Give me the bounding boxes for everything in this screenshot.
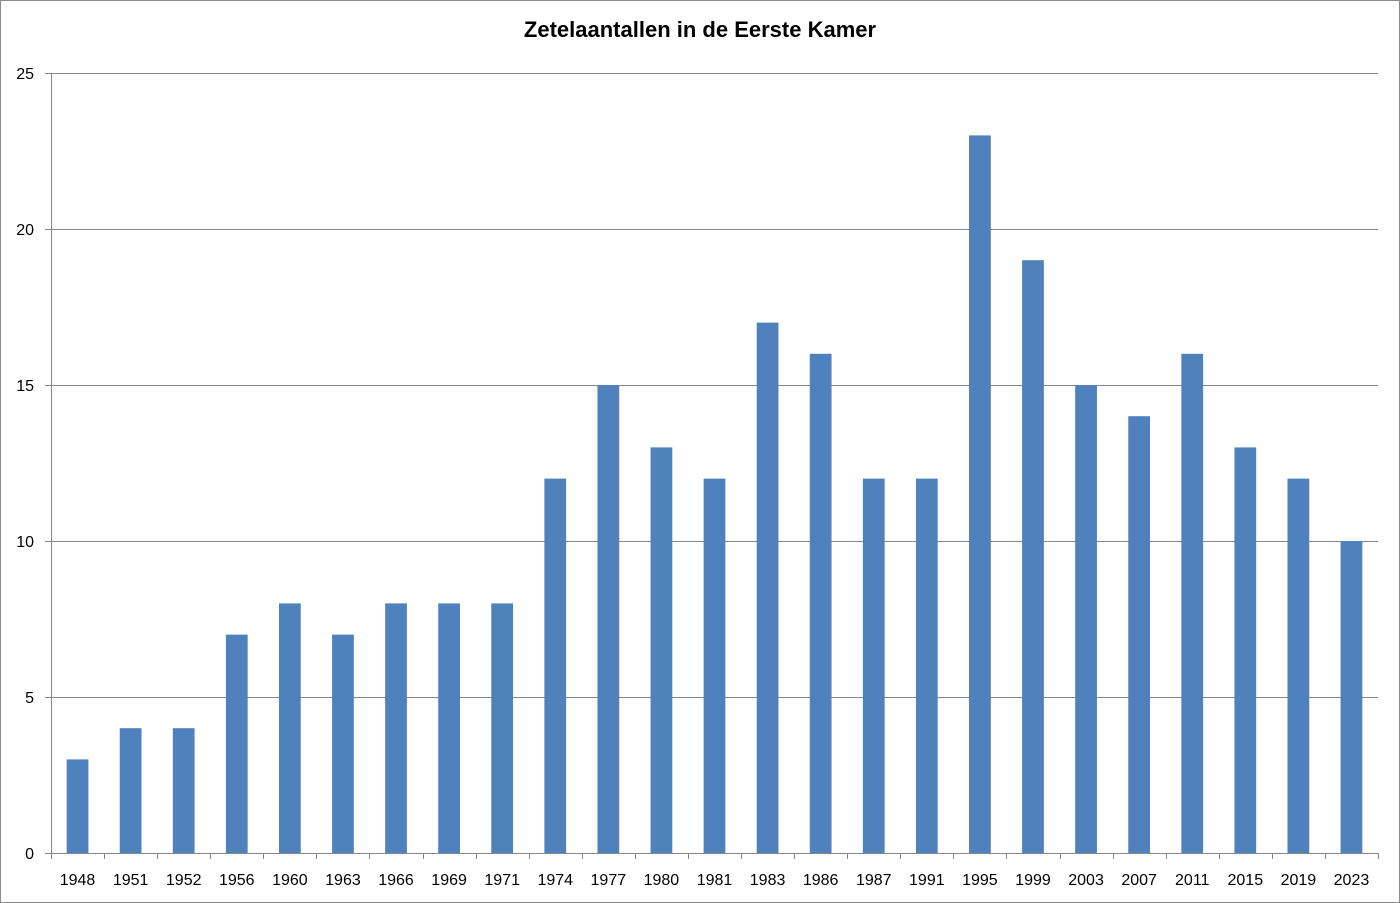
x-tick-label: 1986: [803, 872, 839, 889]
bar: [544, 478, 567, 853]
x-tick-label: 1987: [856, 872, 892, 889]
x-tick-label: 1971: [484, 872, 520, 889]
y-tick-label: 0: [25, 846, 34, 863]
x-tick-label: 1983: [750, 872, 786, 889]
bar: [225, 634, 248, 853]
axes: [45, 73, 1379, 859]
bar: [756, 322, 779, 854]
bar: [1128, 416, 1151, 853]
x-tick-labels: 1948 1951 1952 1956 1960 1963 1966 1969 1971 1974…: [60, 872, 1370, 889]
x-tick-label: 2019: [1281, 872, 1317, 889]
bar: [1022, 260, 1044, 853]
x-tick-label: 1977: [591, 872, 627, 889]
bar: [332, 634, 354, 853]
bar: [1287, 478, 1310, 853]
x-tick-label: 1969: [431, 872, 467, 889]
bar: [650, 447, 673, 853]
bar: [438, 603, 460, 853]
chart-title: Zetelaantallen in de Eerste Kamer: [523, 17, 877, 42]
x-tick-label: 1981: [697, 872, 733, 889]
bar: [119, 728, 142, 853]
y-tick-labels: 0 5 10 15 20 25: [16, 66, 34, 863]
x-tick-label: 1995: [962, 872, 998, 889]
x-tick-label: 1991: [909, 872, 945, 889]
bar: [969, 135, 991, 853]
x-tick-label: 1948: [60, 872, 96, 889]
x-tick-label: 1974: [537, 872, 573, 889]
y-tick-label: 5: [25, 690, 34, 707]
x-tick-label: 1951: [113, 872, 149, 889]
bar: [862, 478, 885, 853]
x-tick-label: 1952: [166, 872, 202, 889]
bar: [809, 353, 832, 853]
x-tick-label: 1999: [1015, 872, 1051, 889]
x-tick-label: 2003: [1068, 872, 1104, 889]
bar: [172, 728, 195, 853]
bar: [66, 759, 89, 853]
x-tick-label: 1966: [378, 872, 414, 889]
y-tick-label: 25: [16, 66, 34, 83]
bar: [703, 478, 726, 853]
bars: [66, 135, 1363, 854]
y-tick-label: 15: [16, 378, 34, 395]
x-tick-label: 2007: [1121, 872, 1157, 889]
bar: [385, 603, 407, 853]
x-tick-label: 1980: [644, 872, 680, 889]
x-tick-label: 1963: [325, 872, 361, 889]
x-tick-label: 1956: [219, 872, 255, 889]
x-tick-label: 2011: [1175, 872, 1210, 889]
bar: [597, 385, 620, 853]
y-tick-label: 20: [16, 222, 34, 239]
bar: [1075, 385, 1097, 853]
x-tick-label: 2023: [1334, 872, 1370, 889]
bar: [1234, 447, 1257, 853]
bar: [1181, 353, 1204, 853]
bar: [491, 603, 514, 853]
x-tick-label: 2015: [1228, 872, 1264, 889]
x-tick-label: 1960: [272, 872, 308, 889]
bar: [278, 603, 301, 853]
y-tick-label: 10: [16, 534, 34, 551]
bar: [1340, 541, 1363, 853]
bar: [915, 478, 938, 853]
